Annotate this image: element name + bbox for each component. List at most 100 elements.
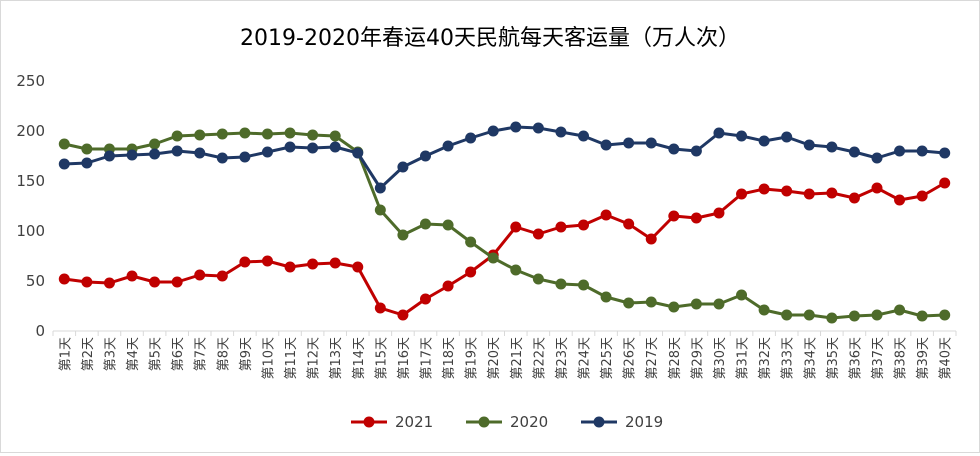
- data-point-2019: [713, 127, 725, 139]
- data-point-2019: [600, 139, 612, 151]
- data-point-2020: [307, 129, 319, 141]
- data-point-2021: [510, 221, 522, 233]
- x-tick-label: 第37天: [871, 337, 886, 380]
- data-point-2019: [510, 121, 522, 133]
- data-point-2019: [352, 147, 364, 159]
- data-point-2019: [307, 142, 319, 154]
- x-tick-label: 第7天: [194, 337, 209, 371]
- x-tick-label: 第11天: [284, 337, 299, 380]
- data-point-2020: [465, 236, 477, 248]
- data-point-2021: [397, 309, 409, 321]
- data-point-2021: [871, 182, 883, 194]
- data-point-2021: [419, 293, 431, 305]
- x-tick-label: 第18天: [442, 337, 457, 380]
- data-point-2019: [216, 152, 228, 164]
- y-tick-label: 250: [16, 72, 45, 90]
- data-point-2020: [284, 127, 296, 139]
- legend-label: 2019: [625, 413, 663, 431]
- data-point-2021: [894, 194, 906, 206]
- x-tick-label: 第39天: [916, 337, 931, 380]
- data-point-2019: [826, 141, 838, 153]
- data-point-2021: [645, 233, 657, 245]
- data-point-2020: [668, 301, 680, 313]
- data-point-2021: [149, 276, 161, 288]
- data-point-2020: [329, 130, 341, 142]
- series-line-2019: [64, 125, 945, 190]
- data-point-2020: [555, 278, 567, 290]
- data-point-2019: [171, 145, 183, 157]
- data-point-2021: [578, 219, 590, 231]
- series-line-2020: [63, 131, 945, 320]
- data-point-2021: [713, 207, 725, 219]
- data-point-2019: [419, 150, 431, 162]
- x-tick-label: 第33天: [781, 337, 796, 380]
- data-point-2021: [600, 209, 612, 221]
- data-point-2020: [532, 273, 544, 285]
- x-tick-label: 第34天: [803, 337, 818, 380]
- data-point-2021: [216, 270, 228, 282]
- legend-swatch-marker: [363, 416, 375, 428]
- data-point-2021: [803, 188, 815, 200]
- legend-label: 2021: [395, 413, 433, 431]
- x-tick-label: 第14天: [352, 337, 367, 380]
- data-point-2019: [126, 149, 138, 161]
- data-point-2019: [239, 151, 251, 163]
- x-tick-label: 第8天: [216, 337, 231, 371]
- data-point-2020: [781, 309, 793, 321]
- data-point-2020: [871, 309, 883, 321]
- x-tick-label: 第27天: [645, 337, 660, 380]
- data-point-2020: [397, 229, 409, 241]
- data-point-2019: [58, 158, 70, 170]
- series-2021: [58, 177, 951, 321]
- data-point-2020: [803, 309, 815, 321]
- data-point-2020: [510, 264, 522, 276]
- data-point-2019: [690, 145, 702, 157]
- data-point-2021: [284, 261, 296, 273]
- y-tick-label: 50: [26, 272, 45, 290]
- x-tick-label: 第1天: [58, 337, 73, 371]
- data-point-2021: [532, 228, 544, 240]
- data-point-2019: [284, 141, 296, 153]
- x-tick-label: 第19天: [465, 337, 480, 380]
- x-tick-label: 第13天: [329, 337, 344, 380]
- data-point-2021: [239, 256, 251, 268]
- chart-title: 2019-2020年春运40天民航每天客运量（万人次）: [240, 26, 740, 51]
- data-point-2019: [623, 137, 635, 149]
- x-tick-label: 第15天: [374, 337, 389, 380]
- data-point-2019: [758, 135, 770, 147]
- data-point-2021: [442, 280, 454, 292]
- data-point-2021: [58, 273, 70, 285]
- data-point-2020: [419, 218, 431, 230]
- x-tick-label: 第25天: [600, 337, 615, 380]
- x-tick-label: 第21天: [510, 337, 525, 380]
- data-point-2019: [81, 157, 93, 169]
- legend-item-2019: 2019: [581, 413, 663, 431]
- legend-swatch-marker: [478, 416, 490, 428]
- legend-swatch-marker: [593, 416, 605, 428]
- data-point-2020: [194, 129, 206, 141]
- data-point-2019: [329, 141, 341, 153]
- x-tick-label: 第4天: [126, 337, 141, 371]
- data-point-2019: [668, 143, 680, 155]
- legend-label: 2020: [510, 413, 548, 431]
- x-tick-label: 第23天: [555, 337, 570, 380]
- x-tick-label: 第40天: [939, 337, 954, 380]
- x-tick-label: 第3天: [103, 337, 118, 371]
- data-point-2020: [826, 312, 838, 324]
- x-tick-label: 第36天: [848, 337, 863, 380]
- series-2019: [58, 121, 951, 194]
- data-point-2020: [736, 289, 748, 301]
- data-point-2020: [690, 298, 702, 310]
- y-tick-label: 200: [16, 122, 45, 140]
- data-point-2021: [352, 261, 364, 273]
- data-point-2021: [623, 218, 635, 230]
- legend: 2021 2020 2019: [351, 413, 663, 431]
- data-point-2021: [374, 302, 386, 314]
- series-layer: [58, 121, 951, 324]
- data-point-2021: [758, 183, 770, 195]
- x-tick-label: 第35天: [826, 337, 841, 380]
- data-point-2019: [397, 161, 409, 173]
- x-tick-label: 第28天: [668, 337, 683, 380]
- x-tick-label: 第26天: [623, 337, 638, 380]
